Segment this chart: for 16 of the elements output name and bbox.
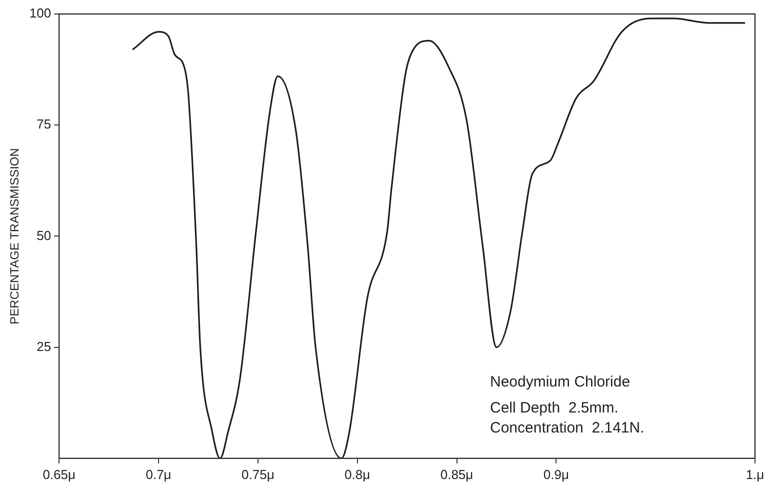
x-tick-label: 0.75μ xyxy=(242,466,274,482)
annotation: Neodymium Chloride xyxy=(490,373,630,390)
x-tick-label: 0.8μ xyxy=(344,466,370,482)
y-tick-label: 100 xyxy=(29,6,52,21)
annotation: Concentration 2.141N. xyxy=(490,419,644,436)
line-series xyxy=(132,18,746,458)
annotation: Cell Depth 2.5mm. xyxy=(490,399,618,416)
x-tick-label: 1.μ xyxy=(746,466,764,482)
y-tick-label: 25 xyxy=(36,338,52,354)
x-tick-label: 0.9μ xyxy=(543,466,569,482)
x-tick-label: 0.7μ xyxy=(146,466,172,482)
y-tick-label: 50 xyxy=(36,228,52,243)
y-axis-title: PERCENTAGE TRANSMISSION xyxy=(8,148,22,324)
x-tick-label: 0.85μ xyxy=(440,466,474,482)
y-tick-label: 75 xyxy=(36,116,52,132)
x-tick-label: 0.65μ xyxy=(42,466,76,482)
